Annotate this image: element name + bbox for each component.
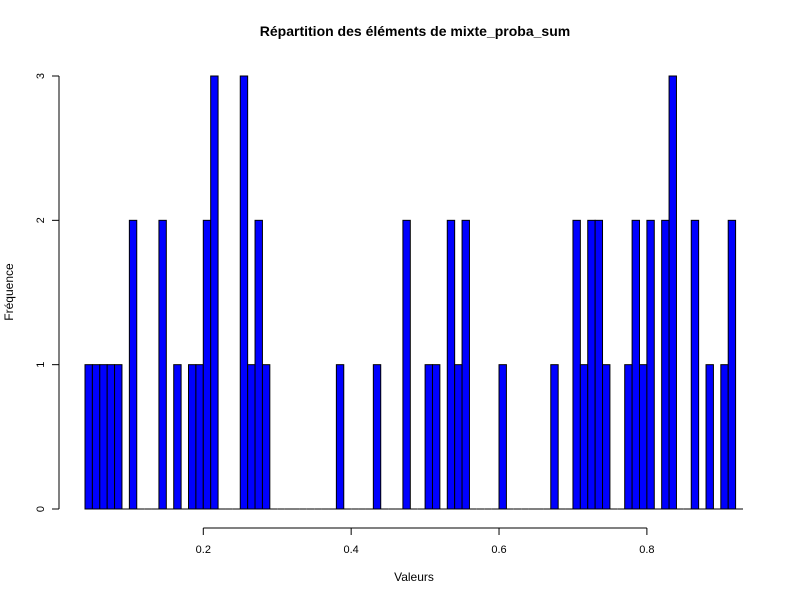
histogram-bar	[372, 364, 382, 510]
histogram-bar	[602, 364, 611, 510]
histogram-bar	[668, 75, 677, 510]
x-tick-label: 0.2	[196, 544, 211, 556]
histogram-bar	[195, 364, 204, 510]
histogram-bar	[550, 364, 559, 510]
histogram-bar	[128, 219, 138, 510]
histogram-bar	[461, 219, 470, 510]
histogram-bar	[454, 364, 463, 510]
histogram-bar	[594, 219, 604, 510]
y-axis: 0 1 2 3	[35, 73, 60, 512]
histogram-bar	[99, 364, 108, 510]
histogram-bar	[498, 364, 507, 510]
histogram-bar	[579, 364, 589, 510]
chart-title: Répartition des éléments de mixte_proba_…	[260, 23, 570, 39]
histogram-bar	[91, 364, 101, 510]
y-tick-label: 3	[35, 73, 47, 79]
histogram-bar	[158, 219, 167, 510]
histogram-bar	[188, 364, 197, 510]
histogram-bar	[727, 219, 737, 510]
histogram-bar	[631, 219, 640, 510]
histogram-bar	[661, 219, 670, 510]
histogram-bar	[335, 364, 345, 510]
histogram-bar	[106, 364, 116, 510]
histogram-bar	[705, 364, 714, 510]
bars-group	[84, 75, 743, 510]
histogram-bar	[446, 219, 456, 510]
histogram-bar	[587, 219, 596, 510]
x-axis-title: Valeurs	[394, 570, 434, 584]
histogram-bar	[402, 219, 411, 510]
histogram-bar	[254, 219, 263, 510]
y-axis-title: Fréquence	[2, 263, 16, 321]
histogram-bar	[261, 364, 271, 510]
histogram-bar	[202, 219, 212, 510]
x-axis: 0.2 0.4 0.6 0.8	[196, 527, 655, 556]
histogram-bar	[173, 364, 182, 510]
x-tick-label: 0.8	[639, 544, 654, 556]
histogram-bar	[646, 219, 655, 510]
y-tick-label: 2	[35, 217, 47, 223]
histogram-bar	[690, 219, 700, 510]
histogram-bar	[638, 364, 648, 510]
histogram-bar	[239, 75, 249, 510]
y-tick-label: 1	[35, 362, 47, 368]
histogram-bar	[114, 364, 123, 510]
histogram-bar	[720, 364, 729, 510]
histogram-bar	[624, 364, 633, 510]
histogram-bar	[247, 364, 256, 510]
y-tick-label: 0	[35, 506, 47, 512]
histogram-bar	[572, 219, 581, 510]
histogram-bar	[431, 364, 441, 510]
histogram-bar	[424, 364, 433, 510]
histogram-bar	[210, 75, 219, 510]
histogram-bar	[84, 364, 93, 510]
x-tick-label: 0.6	[491, 544, 506, 556]
x-tick-label: 0.4	[344, 544, 359, 556]
